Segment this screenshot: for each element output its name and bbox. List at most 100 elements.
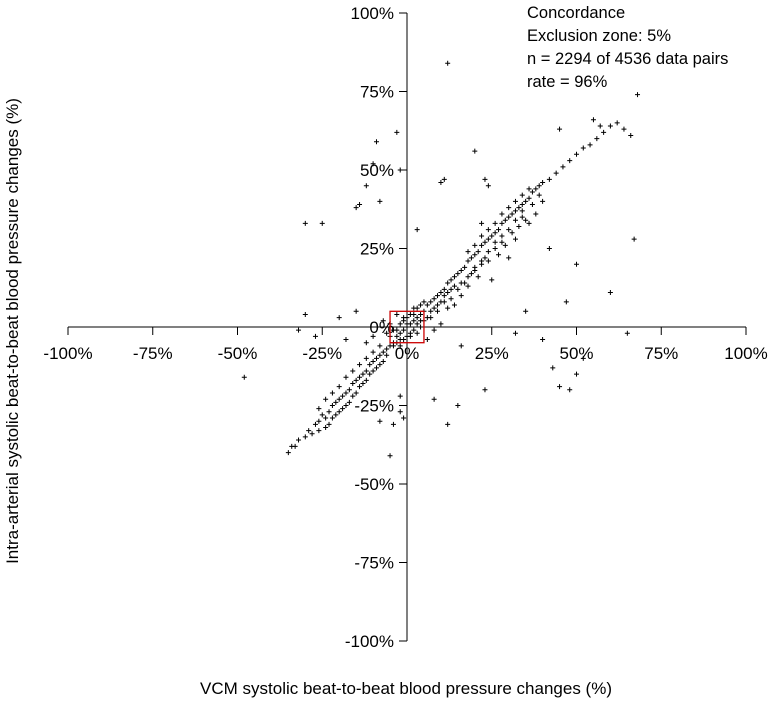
data-point <box>367 371 373 377</box>
data-point <box>336 409 342 415</box>
axes: -100% -75% -50% -25% 0% 25% 50% 75% 100% 100% 75% 5… <box>43 4 767 651</box>
data-point <box>479 242 485 248</box>
data-point <box>394 327 400 333</box>
data-point <box>411 327 417 333</box>
exclusion-zone-box <box>389 310 425 344</box>
data-point <box>336 396 342 402</box>
data-point <box>540 180 546 186</box>
data-point <box>482 239 488 245</box>
y-tick-label: -100% <box>345 632 394 651</box>
data-point <box>357 362 363 368</box>
y-tick-label: -50% <box>354 475 394 494</box>
data-point <box>397 330 403 336</box>
data-point <box>343 337 349 343</box>
data-point <box>519 202 525 208</box>
data-point <box>485 183 491 189</box>
data-point <box>370 161 376 167</box>
data-point <box>380 318 386 324</box>
data-point <box>512 208 518 214</box>
data-point <box>441 286 447 292</box>
data-point <box>465 283 471 289</box>
data-point <box>451 302 457 308</box>
data-point <box>614 120 620 126</box>
data-point <box>472 148 478 154</box>
data-point <box>509 230 515 236</box>
data-point <box>431 327 437 333</box>
data-point <box>523 198 529 204</box>
data-point <box>353 205 359 211</box>
data-point <box>492 239 498 245</box>
data-point <box>302 220 308 226</box>
data-point <box>445 305 451 311</box>
data-points <box>241 60 641 459</box>
data-point <box>506 255 512 261</box>
annotations: Concordance Exclusion zone: 5% n = 2294 of… <box>527 4 728 91</box>
data-point <box>448 277 454 283</box>
data-point <box>377 352 383 358</box>
data-point <box>316 418 322 424</box>
data-point <box>516 224 522 230</box>
data-point <box>519 208 525 214</box>
data-point <box>360 381 366 387</box>
data-point <box>455 403 461 408</box>
data-point <box>431 296 437 302</box>
data-point <box>353 308 359 314</box>
data-point <box>390 343 396 349</box>
data-point <box>587 142 593 148</box>
data-point <box>557 126 563 132</box>
data-point <box>502 242 508 248</box>
data-point <box>445 60 451 66</box>
data-point <box>421 299 427 305</box>
y-axis-label: Intra-arterial systolic beat-to-beat blo… <box>3 98 22 564</box>
data-point <box>624 330 630 336</box>
data-point <box>567 158 573 164</box>
data-point <box>563 299 569 305</box>
data-point <box>353 377 359 383</box>
data-point <box>553 170 559 176</box>
data-point <box>512 236 518 242</box>
data-point <box>428 299 434 305</box>
data-point <box>560 164 566 170</box>
data-point <box>462 264 468 270</box>
data-point <box>499 239 505 245</box>
data-point <box>404 333 410 339</box>
data-point <box>512 217 518 223</box>
data-point <box>458 293 464 299</box>
data-point <box>401 318 407 324</box>
data-point <box>390 421 396 427</box>
data-point <box>472 264 478 270</box>
annotation-line: Exclusion zone: 5% <box>527 27 671 45</box>
data-point <box>465 274 471 280</box>
data-point <box>438 180 444 186</box>
data-point <box>526 220 532 226</box>
data-point <box>363 340 369 346</box>
data-point <box>526 186 532 192</box>
data-point <box>296 327 302 333</box>
data-point <box>499 220 505 226</box>
data-point <box>407 330 413 336</box>
data-point <box>438 289 444 295</box>
data-point <box>441 293 447 299</box>
data-point <box>316 428 322 434</box>
data-point <box>492 246 498 251</box>
data-point <box>590 117 596 123</box>
annotation-line: rate = 96% <box>527 73 608 91</box>
data-point <box>370 349 376 355</box>
data-point <box>482 255 488 261</box>
data-point <box>346 387 352 393</box>
data-point <box>479 233 485 239</box>
data-point <box>302 311 308 317</box>
data-point <box>370 368 376 374</box>
x-tick-label: 75% <box>644 344 678 363</box>
data-point <box>373 139 379 145</box>
data-point <box>377 418 383 424</box>
data-point <box>407 311 413 317</box>
data-point <box>458 343 464 349</box>
annotation-line: Concordance <box>527 4 625 22</box>
y-tick-label: -75% <box>354 554 394 573</box>
data-point <box>472 252 478 258</box>
data-point <box>312 333 318 339</box>
data-point <box>326 421 332 427</box>
data-point <box>380 359 386 365</box>
